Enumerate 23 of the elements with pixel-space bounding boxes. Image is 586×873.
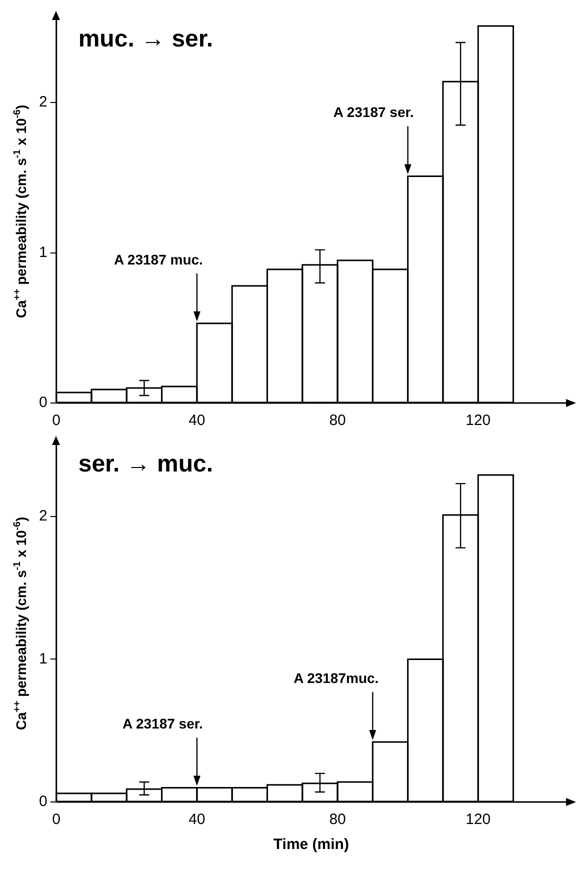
y-tick-label: 0 bbox=[39, 394, 48, 412]
x-tick-label: 80 bbox=[329, 412, 346, 430]
annotation: A 23187 muc. bbox=[114, 251, 203, 268]
y-axis-title: Ca++ permeability (cm. s-1 x 10-6) bbox=[12, 104, 29, 318]
x-tick-label: 120 bbox=[466, 811, 491, 828]
y-tick-label: 1 bbox=[39, 244, 48, 261]
x-tick-label: 80 bbox=[329, 811, 346, 828]
x-tick-label: 0 bbox=[52, 811, 61, 828]
x-tick-label: 40 bbox=[188, 811, 206, 828]
annotation: A 23187 ser. bbox=[333, 104, 414, 120]
y-axis-title: Ca++ permeability (cm. s-1 x 10-6) bbox=[12, 516, 29, 730]
y-tick-label: 0 bbox=[39, 793, 48, 810]
y-tick-label: 2 bbox=[39, 508, 48, 525]
x-tick-label: 40 bbox=[188, 412, 206, 430]
chart-title: ser. → muc. bbox=[78, 450, 214, 478]
y-tick-label: 1 bbox=[39, 650, 48, 668]
chart-title: muc. → ser. bbox=[78, 26, 214, 53]
y-tick-label: 2 bbox=[39, 94, 48, 111]
annotation: A 23187muc. bbox=[294, 670, 379, 686]
x-tick-label: 0 bbox=[52, 412, 61, 430]
annotation: A 23187 ser. bbox=[122, 716, 203, 732]
x-tick-label: 120 bbox=[466, 412, 491, 430]
x-axis-title: Time (min) bbox=[273, 836, 349, 854]
